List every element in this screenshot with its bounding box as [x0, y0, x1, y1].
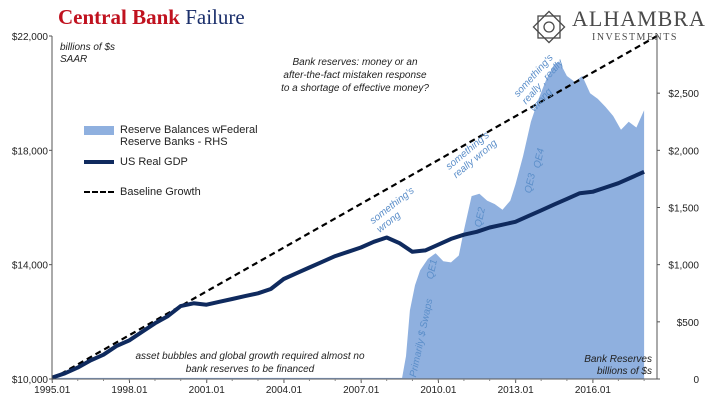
right-tick-label: $1,500 [668, 204, 699, 215]
left-tick-label: $10,000 [12, 375, 49, 386]
legend-swatch-baseline [84, 191, 114, 193]
right-tick-label: $500 [677, 318, 700, 329]
legend-label-gdp: US Real GDP [120, 156, 188, 168]
right-axis-label: Bank Reserves [584, 354, 652, 365]
x-tick-label: 2007.01 [343, 385, 380, 396]
annotation-top: Bank reserves: money or an after-the-fac… [281, 57, 429, 94]
logo-name: ALHAMBRA [572, 6, 705, 31]
title-word-1: Central Bank [58, 5, 180, 29]
x-tick-label: 1998.01 [111, 385, 148, 396]
annotation-bottom: asset bubbles and global growth required… [135, 351, 365, 375]
title-word-2: Failure [185, 5, 245, 29]
legend-label-baseline: Baseline Growth [120, 186, 201, 198]
series-reserves-area [52, 61, 645, 379]
left-axis-label-2: SAAR [60, 54, 87, 65]
alhambra-star-icon [532, 10, 566, 44]
x-tick-label: 2004.01 [266, 385, 303, 396]
legend-label-reserves: Reserve Balances wFederal Reserve Banks … [120, 124, 258, 148]
x-tick-label: 1995.01 [34, 385, 71, 396]
series-baseline-line [51, 35, 658, 380]
alhambra-logo: ALHAMBRA INVESTMENTS [528, 6, 705, 46]
chart-title: Central Bank Failure [58, 5, 245, 30]
x-tick-label: 2013.01 [498, 385, 535, 396]
right-tick-label: $2,000 [668, 146, 699, 157]
right-tick-label: $1,000 [668, 261, 699, 272]
logo-subtitle: INVESTMENTS [592, 32, 678, 43]
right-tick-label: 0 [693, 375, 699, 386]
x-tick-label: 2016.01 [575, 385, 612, 396]
left-tick-label: $18,000 [12, 146, 49, 157]
left-tick-label: $22,000 [12, 32, 49, 43]
x-tick-label: 2001.01 [189, 385, 226, 396]
x-tick-label: 2010.01 [420, 385, 457, 396]
legend-swatch-gdp [84, 160, 114, 164]
left-axis-label: billions of $s [60, 42, 115, 53]
legend-swatch-reserves [84, 126, 114, 135]
left-tick-label: $14,000 [12, 261, 49, 272]
series-gdp-line [51, 169, 645, 380]
right-axis-label-2: billions of $s [597, 366, 652, 377]
right-tick-label: $2,500 [668, 89, 699, 100]
